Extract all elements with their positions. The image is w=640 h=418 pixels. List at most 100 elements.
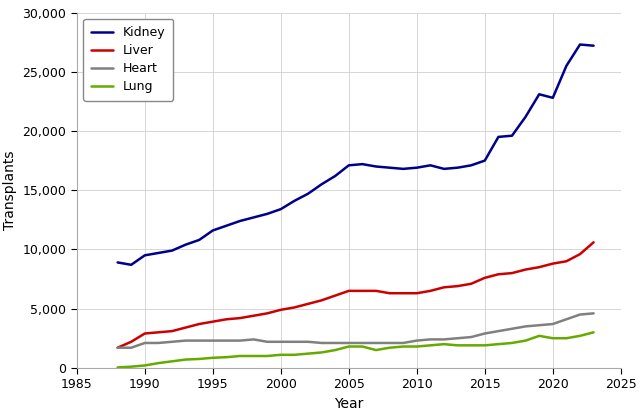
Liver bbox=[291, 305, 298, 310]
Lung bbox=[304, 351, 312, 356]
Lung bbox=[236, 354, 244, 359]
Heart bbox=[277, 339, 285, 344]
Liver bbox=[168, 329, 176, 334]
Lung bbox=[536, 334, 543, 339]
Heart bbox=[264, 339, 271, 344]
Lung bbox=[440, 342, 448, 347]
Heart bbox=[195, 338, 203, 343]
Liver bbox=[440, 285, 448, 290]
Liver bbox=[522, 267, 529, 272]
Heart bbox=[182, 338, 189, 343]
Kidney bbox=[182, 242, 189, 247]
Lung bbox=[209, 355, 217, 360]
Heart bbox=[250, 337, 257, 342]
Kidney bbox=[536, 92, 543, 97]
Line: Kidney: Kidney bbox=[118, 45, 594, 265]
Liver bbox=[495, 272, 502, 277]
Kidney bbox=[413, 165, 420, 170]
Kidney bbox=[522, 114, 529, 119]
Kidney bbox=[195, 237, 203, 242]
Liver bbox=[481, 275, 489, 280]
Liver bbox=[549, 261, 557, 266]
Lung bbox=[467, 343, 475, 348]
Kidney bbox=[291, 199, 298, 204]
Line: Heart: Heart bbox=[118, 314, 594, 348]
Kidney bbox=[372, 164, 380, 169]
Liver bbox=[386, 291, 394, 296]
Liver bbox=[345, 288, 353, 293]
Kidney bbox=[209, 228, 217, 233]
Lung bbox=[332, 348, 339, 353]
Heart bbox=[386, 340, 394, 345]
Liver bbox=[413, 291, 420, 296]
Heart bbox=[536, 323, 543, 328]
Liver bbox=[264, 311, 271, 316]
Kidney bbox=[114, 260, 122, 265]
Heart bbox=[508, 326, 516, 331]
Liver bbox=[182, 325, 189, 330]
Kidney bbox=[358, 162, 366, 167]
Lung bbox=[372, 348, 380, 353]
Liver bbox=[127, 339, 135, 344]
Kidney bbox=[590, 43, 598, 48]
Liver bbox=[250, 313, 257, 318]
Liver bbox=[399, 291, 407, 296]
Kidney bbox=[576, 42, 584, 47]
Heart bbox=[155, 340, 163, 345]
Lung bbox=[413, 344, 420, 349]
Liver bbox=[454, 284, 461, 289]
Heart bbox=[399, 340, 407, 345]
Lung bbox=[345, 344, 353, 349]
Kidney bbox=[277, 206, 285, 212]
Liver bbox=[155, 330, 163, 335]
Heart bbox=[318, 340, 326, 345]
Liver bbox=[576, 252, 584, 257]
Liver bbox=[590, 240, 598, 245]
Legend: Kidney, Liver, Heart, Lung: Kidney, Liver, Heart, Lung bbox=[83, 19, 173, 101]
Kidney bbox=[481, 158, 489, 163]
Kidney bbox=[141, 253, 148, 258]
Kidney bbox=[386, 165, 394, 170]
Lung bbox=[195, 357, 203, 362]
Liver bbox=[467, 281, 475, 286]
Kidney bbox=[236, 219, 244, 224]
Kidney bbox=[332, 173, 339, 178]
Kidney bbox=[250, 215, 257, 220]
Heart bbox=[168, 339, 176, 344]
Heart bbox=[372, 340, 380, 345]
Heart bbox=[291, 339, 298, 344]
Heart bbox=[236, 338, 244, 343]
Heart bbox=[345, 340, 353, 345]
Kidney bbox=[508, 133, 516, 138]
Liver bbox=[195, 321, 203, 326]
Heart bbox=[481, 331, 489, 336]
Heart bbox=[563, 317, 570, 322]
Heart bbox=[427, 337, 435, 342]
Kidney bbox=[304, 191, 312, 196]
Heart bbox=[440, 337, 448, 342]
Kidney bbox=[399, 166, 407, 171]
Liver bbox=[141, 331, 148, 336]
Liver bbox=[318, 298, 326, 303]
Liver bbox=[358, 288, 366, 293]
Lung bbox=[454, 343, 461, 348]
Heart bbox=[576, 312, 584, 317]
Kidney bbox=[549, 95, 557, 100]
Kidney bbox=[467, 163, 475, 168]
Lung bbox=[155, 361, 163, 366]
Kidney bbox=[440, 166, 448, 171]
Liver bbox=[114, 345, 122, 350]
Kidney bbox=[168, 248, 176, 253]
Lung bbox=[291, 352, 298, 357]
Liver bbox=[536, 265, 543, 270]
Heart bbox=[549, 321, 557, 326]
Kidney bbox=[454, 165, 461, 170]
Liver bbox=[508, 270, 516, 275]
Lung bbox=[358, 344, 366, 349]
Kidney bbox=[427, 163, 435, 168]
Kidney bbox=[223, 223, 230, 228]
Kidney bbox=[495, 135, 502, 140]
Heart bbox=[114, 345, 122, 350]
Lung bbox=[168, 359, 176, 364]
Kidney bbox=[155, 250, 163, 255]
